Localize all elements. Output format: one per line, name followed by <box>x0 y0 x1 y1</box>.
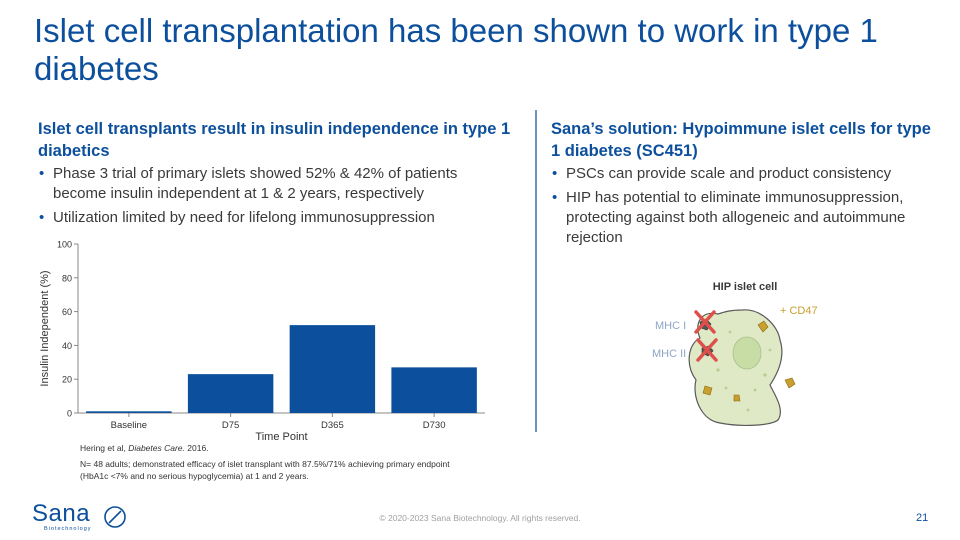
cell-nucleus <box>732 336 762 370</box>
insulin-independence-bar-chart: 0 20 40 60 80 100 Baseline D75 D365 D730 Time Poin… <box>39 240 485 442</box>
x-tick-label: D365 <box>321 420 344 431</box>
x-tick-label: Baseline <box>111 420 147 431</box>
study-note: N= 48 adults; demonstrated efficacy of i… <box>80 459 450 481</box>
right-bullet: • HIP has potential to eliminate immunosu… <box>552 189 906 246</box>
diagram-title: HIP islet cell <box>713 281 778 293</box>
left-heading: Islet cell transplants result in insulin… <box>38 120 511 160</box>
right-heading: Sana’s solution: Hypoimmune islet cells … <box>551 120 931 160</box>
bar-d365 <box>289 325 376 413</box>
bar-d75 <box>187 374 274 413</box>
x-tick-label: D75 <box>222 420 239 431</box>
y-axis-title: Insulin Independent (%) <box>39 270 51 386</box>
page-number: 21 <box>916 512 929 524</box>
column-divider <box>535 110 537 432</box>
hip-islet-cell-diagram: HIP islet cell MHC I MHC II + CD47 <box>652 281 818 426</box>
cell-body <box>688 309 783 426</box>
y-tick-label: 40 <box>62 341 72 351</box>
copyright-text: © 2020-2023 Sana Biotechnology. All righ… <box>379 513 581 523</box>
y-tick-label: 100 <box>57 240 72 250</box>
right-bullet: • PSCs can provide scale and product cons… <box>552 165 892 182</box>
bar-d730 <box>391 367 477 413</box>
logo-subtext: Biotechnology <box>44 526 92 532</box>
x-axis-title: Time Point <box>255 431 307 442</box>
bar-baseline <box>86 411 172 413</box>
x-tick-label: D730 <box>423 420 446 431</box>
left-bullet: • Phase 3 trial of primary islets showed … <box>39 165 458 202</box>
y-tick-label: 60 <box>62 307 72 317</box>
logo-wordmark: Sana <box>32 500 91 527</box>
slide-title: Islet cell transplantation has been show… <box>34 12 878 87</box>
cd47-proteins <box>702 320 796 402</box>
left-bullet-list: • Phase 3 trial of primary islets showed … <box>38 164 508 232</box>
y-tick-label: 0 <box>67 409 72 419</box>
mhc1-label: MHC I <box>655 320 686 332</box>
y-tick-label: 20 <box>62 375 72 385</box>
cd47-label: + CD47 <box>780 305 818 317</box>
left-bullet: • Utilization limited by need for lifelon… <box>39 209 435 226</box>
citation: Hering et al, Diabetes Care. 2016. <box>80 443 209 453</box>
y-tick-label: 80 <box>62 273 72 283</box>
sana-logo: Sana Biotechnology <box>32 500 132 536</box>
mhc2-label: MHC II <box>652 348 686 360</box>
logo-mark-icon <box>104 506 126 528</box>
mhc-knockout-marks <box>694 310 718 362</box>
right-bullet-list: • PSCs can provide scale and product cons… <box>551 164 936 252</box>
